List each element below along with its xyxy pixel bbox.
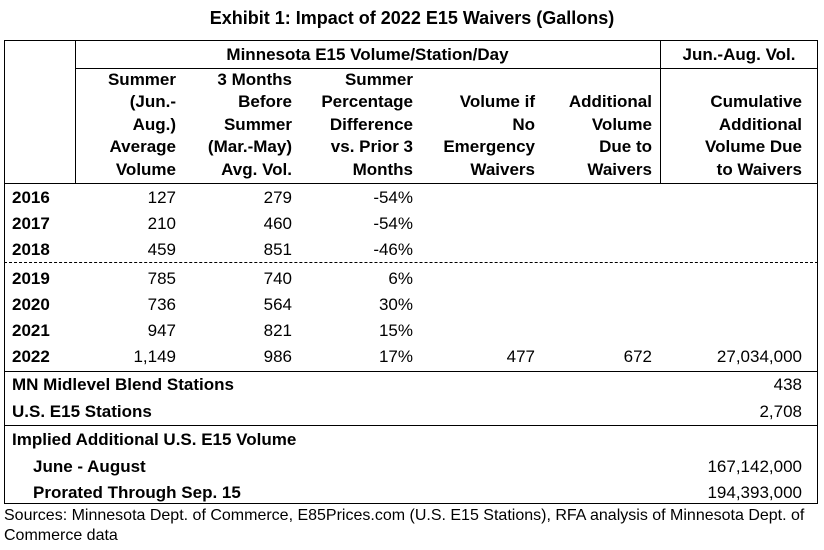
summer-avg-cell: 127 — [147, 188, 176, 207]
us-e15-stations-label: U.S. E15 Stations — [12, 402, 152, 421]
year-cell: 2019 — [12, 269, 50, 288]
pct-difference-cell: 15% — [378, 321, 413, 340]
june-august-label: June - August — [33, 457, 146, 476]
period-divider — [4, 262, 818, 263]
mn-group-header: Minnesota E15 Volume/Station/Day — [226, 45, 509, 64]
before-summer-cell: 564 — [263, 295, 292, 314]
col-header-volume-no-waivers: Volume if No Emergency Waivers — [443, 92, 535, 179]
summer-avg-cell: 1,149 — [133, 347, 176, 366]
prorated-value: 194,393,000 — [707, 483, 802, 502]
june-august-value: 167,142,000 — [707, 457, 802, 476]
additional-volume-cell: 672 — [623, 347, 652, 366]
pct-difference-cell: -46% — [373, 240, 413, 259]
implied-divider — [4, 425, 818, 426]
group-header-divider — [75, 68, 818, 69]
mn-midlevel-label: MN Midlevel Blend Stations — [12, 375, 234, 394]
summer-avg-cell: 459 — [147, 240, 176, 259]
summer-avg-cell: 736 — [147, 295, 176, 314]
mn-midlevel-value: 438 — [773, 375, 802, 394]
year-column-divider — [75, 40, 76, 183]
pct-difference-cell: 17% — [378, 347, 413, 366]
prorated-label: Prorated Through Sep. 15 — [33, 483, 241, 502]
volume-no-waivers-cell: 477 — [506, 347, 535, 366]
col-header-before-summer: 3 Months Before Summer (Mar.-May) Avg. Vol. — [207, 69, 292, 179]
year-cell: 2016 — [12, 188, 50, 207]
summary-divider — [4, 371, 818, 372]
pct-difference-cell: 30% — [378, 295, 413, 314]
year-cell: 2020 — [12, 295, 50, 314]
us-e15-stations-value: 2,708 — [759, 402, 802, 421]
pct-difference-cell: -54% — [373, 188, 413, 207]
implied-volume-heading: Implied Additional U.S. E15 Volume — [12, 430, 297, 449]
cumulative-cell: 27,034,000 — [716, 347, 802, 366]
year-cell: 2017 — [12, 214, 50, 233]
pct-difference-cell: -54% — [373, 214, 413, 233]
exhibit-title: Exhibit 1: Impact of 2022 E15 Waivers (G… — [209, 8, 615, 28]
year-cell: 2022 — [12, 347, 50, 366]
year-cell: 2018 — [12, 240, 50, 259]
sources-note: Sources: Minnesota Dept. of Commerce, E8… — [4, 507, 805, 544]
before-summer-cell: 279 — [263, 188, 292, 207]
before-summer-cell: 851 — [263, 240, 292, 259]
data-table — [4, 40, 818, 504]
before-summer-cell: 740 — [263, 269, 292, 288]
col-header-cumulative: Cumulative Additional Volume Due to Waivers — [705, 92, 802, 179]
col-header-pct-difference: Summer Percentage Difference vs. Prior 3 Mon… — [321, 69, 413, 179]
before-summer-cell: 986 — [263, 347, 292, 366]
before-summer-cell: 821 — [263, 321, 292, 340]
column-header-divider — [4, 183, 818, 184]
col-header-additional-volume: Additional Volume Due to Waivers — [568, 92, 652, 179]
col-header-summer-avg: Summer (Jun.- Aug.) Average Volume — [107, 69, 176, 179]
year-cell: 2021 — [12, 321, 50, 340]
summer-avg-cell: 785 — [147, 269, 176, 288]
summer-avg-cell: 947 — [147, 321, 176, 340]
before-summer-cell: 460 — [263, 214, 292, 233]
cumulative-column-divider — [660, 40, 661, 183]
pct-difference-cell: 6% — [388, 269, 413, 288]
jun-aug-group-header: Jun.-Aug. Vol. — [682, 45, 796, 64]
summer-avg-cell: 210 — [147, 214, 176, 233]
